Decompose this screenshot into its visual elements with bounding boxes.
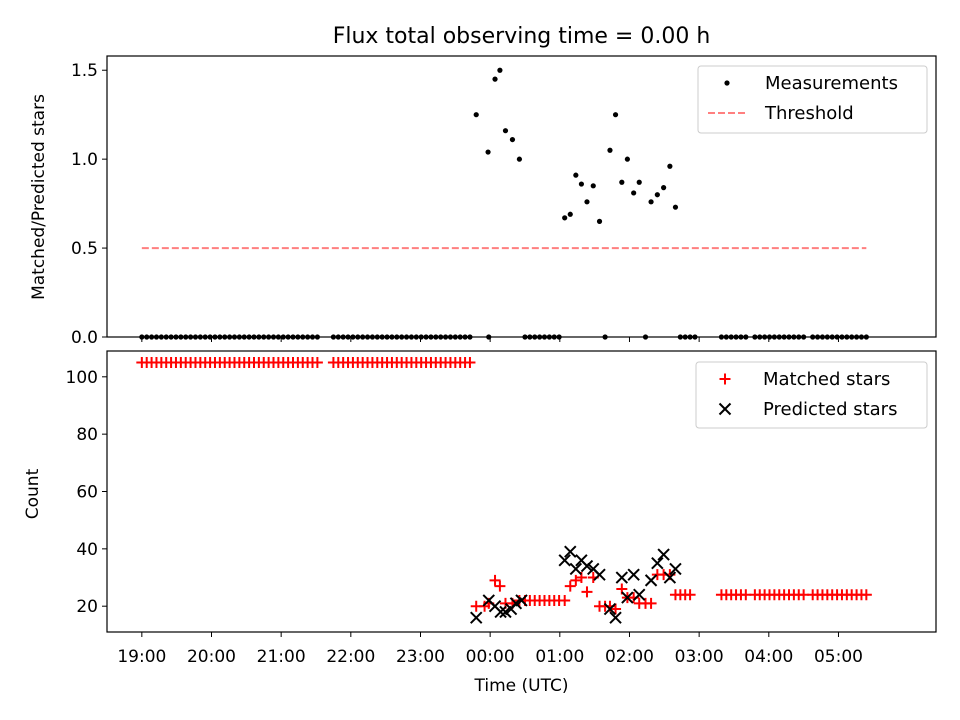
top-data-point bbox=[607, 147, 613, 153]
bottom-y-tick-label: 80 bbox=[76, 425, 98, 445]
bottom-data-point bbox=[860, 589, 872, 601]
top-legend-marker bbox=[724, 80, 730, 86]
top-panel: 0.0 0.5 1.0 1.5 Measurements Threshold bbox=[71, 55, 937, 348]
top-data-point bbox=[596, 218, 603, 224]
bottom-data-point bbox=[464, 356, 476, 368]
x-tick-label: 01:00 bbox=[535, 647, 584, 667]
bottom-data-point bbox=[610, 603, 622, 615]
top-data-point bbox=[619, 179, 625, 185]
top-data-point bbox=[516, 156, 523, 162]
bottom-data-point bbox=[494, 605, 507, 619]
top-data-point bbox=[648, 199, 654, 205]
bottom-data-point bbox=[603, 602, 617, 616]
top-data-point bbox=[654, 192, 660, 198]
top-y-tick-label: 0.5 bbox=[71, 239, 98, 259]
bottom-y-tick-label: 60 bbox=[76, 483, 98, 503]
bottom-data-point bbox=[564, 580, 576, 592]
bottom-legend-marker bbox=[719, 373, 731, 385]
top-data-point bbox=[578, 181, 585, 187]
x-tick-label: 19:00 bbox=[117, 647, 166, 667]
bottom-data-point bbox=[644, 574, 658, 587]
bottom-data-point bbox=[559, 594, 571, 606]
bottom-panel: 20 40 60 80 100 19:00 20:00 21:00 22:00 23:00 00:0… bbox=[66, 350, 937, 667]
top-data-point bbox=[661, 185, 667, 191]
top-data-point bbox=[584, 199, 590, 205]
top-legend-label: Measurements bbox=[765, 73, 898, 94]
top-data-point bbox=[509, 136, 516, 143]
bottom-legend-marker bbox=[718, 402, 732, 416]
top-data-point bbox=[573, 172, 579, 178]
bottom-y-tick-label: 20 bbox=[76, 597, 98, 617]
bottom-data-point bbox=[669, 562, 682, 576]
bottom-data-point bbox=[684, 589, 696, 601]
top-data-point bbox=[672, 204, 679, 210]
bottom-data-point bbox=[580, 559, 594, 573]
x-tick-label: 22:00 bbox=[326, 647, 375, 667]
top-y-tick-label: 1.0 bbox=[71, 150, 98, 170]
x-tick-label: 00:00 bbox=[466, 647, 515, 667]
chart-title: Flux total observing time = 0.00 h bbox=[333, 24, 711, 49]
bottom-data-point bbox=[569, 562, 583, 576]
x-tick-label: 20:00 bbox=[187, 647, 236, 667]
bottom-data-point bbox=[564, 545, 577, 558]
top-y-tick-label: 0.0 bbox=[71, 328, 98, 348]
bottom-data-point bbox=[663, 571, 677, 584]
x-tick-label: 04:00 bbox=[744, 647, 793, 667]
bottom-data-point bbox=[494, 580, 506, 592]
bottom-data-point bbox=[651, 556, 664, 570]
top-data-point bbox=[624, 156, 630, 162]
top-legend-label: Threshold bbox=[764, 103, 854, 124]
top-y-tick-label: 1.5 bbox=[71, 61, 98, 81]
top-data-point bbox=[473, 112, 479, 118]
x-tick-label: 02:00 bbox=[605, 647, 654, 667]
bottom-data-point bbox=[621, 591, 634, 604]
top-data-point bbox=[562, 215, 568, 221]
bottom-data-point bbox=[633, 588, 646, 601]
x-tick-label: 03:00 bbox=[675, 647, 724, 667]
bottom-y-tick-label: 40 bbox=[76, 540, 98, 560]
bottom-legend-label: Predicted stars bbox=[763, 399, 897, 420]
bottom-data-point bbox=[489, 574, 501, 586]
top-data-point bbox=[567, 211, 573, 217]
top-legend-box bbox=[697, 65, 928, 134]
x-axis-label: Time (UTC) bbox=[474, 676, 569, 696]
bottom-legend: Matched stars Predicted stars bbox=[695, 361, 928, 429]
bottom-y-tick-label: 100 bbox=[66, 368, 98, 388]
bottom-data-point bbox=[311, 356, 323, 368]
bottom-data-point bbox=[570, 574, 582, 586]
x-tick-label: 21:00 bbox=[257, 647, 306, 667]
x-tick-label: 05:00 bbox=[814, 647, 863, 667]
bottom-series-0 bbox=[136, 356, 872, 615]
bottom-series-1 bbox=[470, 545, 682, 624]
bottom-data-point bbox=[627, 568, 640, 581]
top-data-point bbox=[631, 190, 637, 196]
bottom-data-point bbox=[615, 571, 629, 584]
bottom-data-point bbox=[558, 554, 571, 567]
bottom-data-point bbox=[581, 586, 593, 598]
top-plot-frame bbox=[106, 55, 937, 338]
top-data-point bbox=[636, 179, 642, 185]
bottom-data-point bbox=[470, 611, 483, 624]
bottom-data-point bbox=[593, 568, 606, 581]
x-tick-label: 23:00 bbox=[396, 647, 445, 667]
bottom-data-point bbox=[645, 597, 657, 609]
bottom-data-point bbox=[657, 548, 670, 561]
top-data-point bbox=[667, 163, 673, 169]
top-data-point bbox=[485, 149, 491, 155]
bottom-legend-box bbox=[695, 361, 928, 429]
top-data-point bbox=[590, 183, 596, 189]
top-data-point bbox=[497, 67, 503, 73]
top-legend: Measurements Threshold bbox=[697, 65, 928, 134]
bottom-legend-label: Matched stars bbox=[763, 369, 890, 390]
top-data-point bbox=[502, 128, 509, 134]
top-data-point bbox=[492, 76, 498, 82]
top-y-axis-label: Matched/Predicted stars bbox=[29, 94, 49, 300]
bottom-y-axis-label: Count bbox=[23, 468, 43, 519]
bottom-data-point bbox=[609, 611, 622, 624]
top-data-point bbox=[612, 112, 619, 118]
bottom-data-point bbox=[515, 594, 528, 607]
